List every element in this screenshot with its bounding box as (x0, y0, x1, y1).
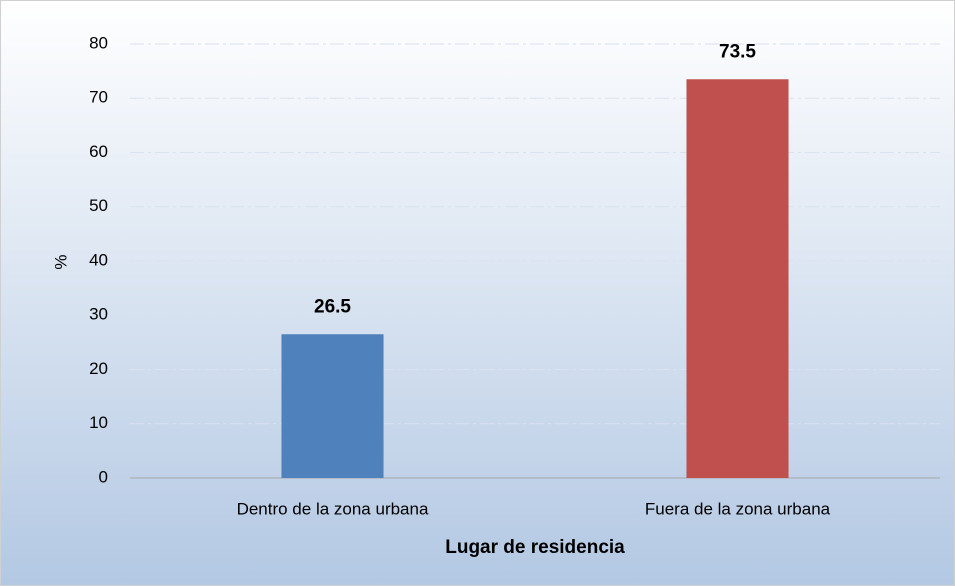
x-axis-label: Lugar de residencia (445, 537, 625, 558)
y-tick-label: 20 (89, 359, 108, 378)
y-tick-label: 10 (89, 413, 108, 432)
y-tick-label: 30 (89, 305, 108, 324)
y-tick-label: 50 (89, 196, 108, 215)
data-label: 26.5 (314, 296, 351, 317)
y-tick-label: 80 (89, 33, 108, 52)
x-tick-label: Fuera de la zona urbana (645, 499, 831, 518)
y-tick-label: 70 (89, 88, 108, 107)
y-tick-label: 40 (89, 250, 108, 269)
data-label: 73.5 (719, 41, 756, 62)
y-axis-label: % (51, 254, 70, 269)
y-tick-label: 60 (89, 142, 108, 161)
bar (686, 79, 789, 478)
bar (281, 334, 384, 478)
y-tick-label: 0 (99, 467, 108, 486)
x-tick-label: Dentro de la zona urbana (237, 499, 429, 518)
